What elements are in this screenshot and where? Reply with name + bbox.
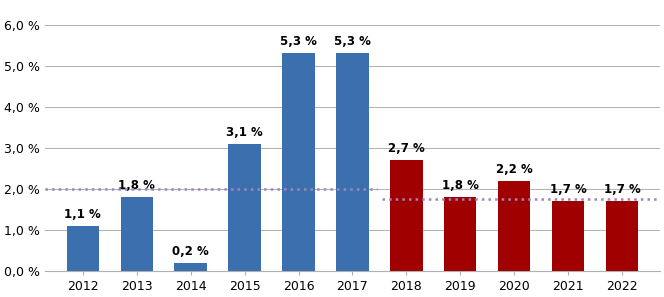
Text: 0,2 %: 0,2 % bbox=[172, 245, 209, 258]
Text: 2,2 %: 2,2 % bbox=[496, 163, 533, 176]
Bar bbox=[390, 160, 422, 271]
Bar bbox=[606, 201, 638, 271]
Bar bbox=[228, 144, 261, 271]
Bar bbox=[282, 53, 315, 271]
Text: 1,8 %: 1,8 % bbox=[442, 179, 479, 192]
Bar bbox=[444, 197, 477, 271]
Text: 2,7 %: 2,7 % bbox=[388, 142, 425, 155]
Bar bbox=[498, 181, 531, 271]
Bar bbox=[336, 53, 369, 271]
Text: 5,3 %: 5,3 % bbox=[280, 35, 317, 48]
Bar bbox=[66, 226, 99, 271]
Bar bbox=[552, 201, 584, 271]
Text: 1,7 %: 1,7 % bbox=[604, 183, 641, 196]
Bar bbox=[175, 263, 207, 271]
Text: 1,1 %: 1,1 % bbox=[64, 208, 101, 221]
Bar bbox=[121, 197, 153, 271]
Text: 3,1 %: 3,1 % bbox=[226, 126, 263, 139]
Text: 1,7 %: 1,7 % bbox=[550, 183, 586, 196]
Text: 5,3 %: 5,3 % bbox=[334, 35, 371, 48]
Text: 1,8 %: 1,8 % bbox=[118, 179, 155, 192]
